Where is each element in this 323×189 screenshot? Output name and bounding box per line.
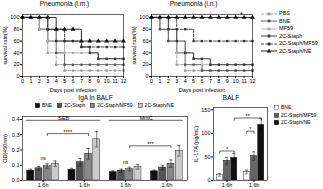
svg-text:SEB: SEB <box>58 115 69 121</box>
svg-text:6: 6 <box>71 78 74 84</box>
svg-text:100: 100 <box>10 14 19 20</box>
svg-text:*: * <box>240 11 243 18</box>
svg-text:40: 40 <box>142 50 148 56</box>
svg-text:***: *** <box>147 141 154 147</box>
html-text:2C-Staph/NE: 2C-Staph/NE <box>144 102 175 108</box>
html-text:Pneumonia (i.n.): Pneumonia (i.n.) <box>169 0 218 7</box>
html-text:2C-Staph/MF59: 2C-Staph/MF59 <box>97 102 133 108</box>
html-text:BNE: BNE <box>279 17 291 24</box>
svg-text:1: 1 <box>158 78 161 84</box>
svg-text:50: 50 <box>204 154 210 160</box>
svg-text:100: 100 <box>139 14 148 20</box>
svg-text:7: 7 <box>209 78 212 84</box>
html-text:PBS: PBS <box>279 10 290 17</box>
svg-text:12: 12 <box>120 78 126 84</box>
svg-text:9: 9 <box>226 78 229 84</box>
html-text:BNE: BNE <box>41 102 53 108</box>
svg-text:3: 3 <box>175 78 178 84</box>
html-text:BALF: BALF <box>222 94 240 101</box>
svg-text:****: **** <box>64 129 73 135</box>
html-text:2C-Staph: 2C-Staph <box>279 32 303 39</box>
svg-text:40: 40 <box>13 50 19 56</box>
svg-text:10: 10 <box>233 78 239 84</box>
svg-text:60: 60 <box>142 38 148 44</box>
html-text:2C-Staph/NE: 2C-Staph/NE <box>279 47 312 54</box>
svg-text:9: 9 <box>97 78 100 84</box>
html-text:MF59: MF59 <box>279 25 294 32</box>
svg-text:1.6h: 1.6h <box>79 182 90 188</box>
svg-text:0.0: 0.0 <box>12 177 20 183</box>
svg-text:1.6h: 1.6h <box>222 182 233 188</box>
svg-text:60: 60 <box>13 38 19 44</box>
svg-text:0: 0 <box>145 73 148 79</box>
svg-text:20: 20 <box>142 61 148 67</box>
svg-text:survival rate(%): survival rate(%) <box>131 26 137 64</box>
svg-text:0.1: 0.1 <box>12 162 20 168</box>
svg-text:11: 11 <box>112 78 118 84</box>
svg-text:6: 6 <box>200 78 203 84</box>
svg-text:2: 2 <box>167 78 170 84</box>
html-text:2C-Staph/NE: 2C-Staph/NE <box>281 119 311 126</box>
svg-text:Days post infection: Days post infection <box>50 87 96 93</box>
svg-text:7: 7 <box>80 78 83 84</box>
svg-text:OD(450nm): OD(450nm) <box>2 134 8 163</box>
svg-text:20: 20 <box>13 61 19 67</box>
svg-text:1.6h: 1.6h <box>162 182 173 188</box>
html-text:IgA in BALF: IgA in BALF <box>78 94 113 101</box>
svg-text:0: 0 <box>16 73 19 79</box>
svg-text:0.4: 0.4 <box>12 116 20 122</box>
svg-text:0: 0 <box>150 78 153 84</box>
html-text:2C-Staph: 2C-Staph <box>64 102 86 108</box>
svg-text:100: 100 <box>201 130 210 136</box>
svg-text:0.3: 0.3 <box>12 132 20 138</box>
svg-text:4: 4 <box>184 78 187 84</box>
html-text:2C-Staph/MF59: 2C-Staph/MF59 <box>281 111 317 118</box>
svg-text:3: 3 <box>46 78 49 84</box>
svg-text:0: 0 <box>207 177 210 183</box>
svg-text:**: ** <box>246 113 251 119</box>
svg-text:*: * <box>226 146 229 152</box>
svg-text:IL-17A (pg/mL): IL-17A (pg/mL) <box>193 126 199 163</box>
svg-text:1.6h: 1.6h <box>120 182 131 188</box>
svg-text:survival rate(%): survival rate(%) <box>2 26 8 64</box>
svg-text:10: 10 <box>104 78 110 84</box>
svg-text:Days post infection: Days post infection <box>179 87 225 93</box>
svg-text:4: 4 <box>55 78 58 84</box>
svg-text:ns: ns <box>123 159 129 165</box>
svg-text:150: 150 <box>201 107 210 113</box>
svg-text:80: 80 <box>13 26 19 32</box>
html-text:BNE: BNE <box>281 104 292 111</box>
svg-text:8: 8 <box>217 78 220 84</box>
svg-text:80: 80 <box>142 26 148 32</box>
svg-text:2: 2 <box>38 78 41 84</box>
html-text:2C-Staph/MF59: 2C-Staph/MF59 <box>279 40 318 47</box>
svg-text:0: 0 <box>21 78 24 84</box>
svg-text:ns: ns <box>40 155 46 161</box>
svg-text:1.6h: 1.6h <box>249 182 260 188</box>
html-text:Pneumonia (i.m.): Pneumonia (i.m.) <box>39 0 90 7</box>
svg-text:11: 11 <box>241 78 247 84</box>
svg-text:1: 1 <box>29 78 32 84</box>
svg-text:0.2: 0.2 <box>12 147 20 153</box>
svg-text:1.6h: 1.6h <box>38 182 49 188</box>
svg-text:8: 8 <box>88 78 91 84</box>
svg-text:5: 5 <box>63 78 66 84</box>
svg-text:12: 12 <box>249 78 255 84</box>
svg-text:5: 5 <box>192 78 195 84</box>
svg-text:*: * <box>249 126 252 132</box>
svg-text:MntC: MntC <box>140 115 153 121</box>
